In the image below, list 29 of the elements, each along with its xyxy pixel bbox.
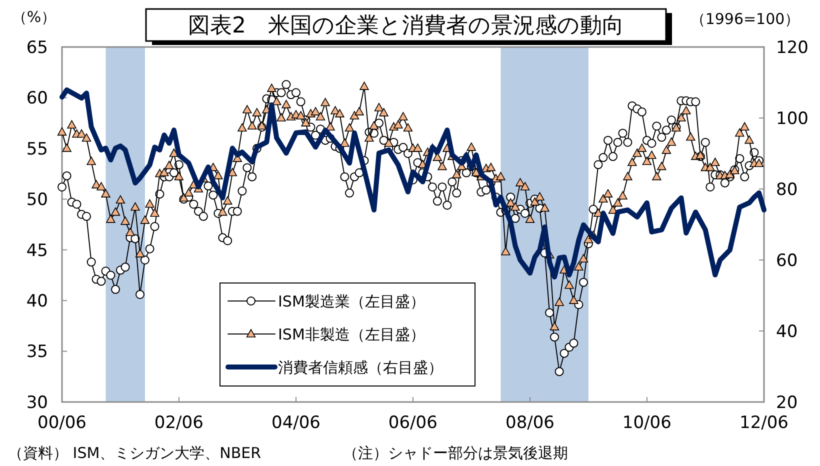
y2-tick-label: 20 (776, 392, 798, 413)
y2-axis-title: （1996=100） (690, 10, 800, 28)
y-tick-label: 30 (26, 392, 48, 413)
chart-title: 図表2 米国の企業と消費者の景況感の動向 (188, 14, 624, 39)
legend-label: ISM製造業（左目盛） (278, 292, 425, 310)
y-tick-label: 35 (26, 342, 48, 362)
y2-tick-label: 40 (776, 322, 798, 342)
y-tick-label: 65 (26, 38, 48, 58)
y-tick-label: 40 (26, 292, 48, 312)
y2-tick-label: 120 (776, 38, 808, 58)
x-tick-label: 10/06 (622, 413, 672, 433)
y-tick-label: 50 (26, 190, 48, 210)
y-tick-label: 55 (26, 139, 48, 160)
y-tick-label: 45 (26, 240, 48, 261)
y2-tick-label: 80 (776, 180, 798, 200)
x-tick-label: 08/06 (506, 413, 554, 433)
text: （注）シャドー部分は景気後退期 (343, 444, 568, 462)
x-tick-label: 00/06 (38, 413, 86, 433)
y-axis-title: （%） (12, 8, 56, 26)
legend-label: ISM非製造（左目盛） (278, 325, 425, 344)
y2-tick-label: 60 (776, 250, 798, 271)
x-tick-label: 04/06 (272, 413, 320, 433)
y-tick-label: 60 (26, 88, 48, 109)
x-tick-label: 06/06 (388, 413, 438, 433)
y2-tick-label: 100 (776, 108, 808, 129)
legend-label: 消費者信頼感（右目盛） (278, 358, 443, 376)
x-tick-label: 02/06 (154, 413, 204, 433)
x-tick-label: 12/06 (740, 413, 788, 433)
text: （資料） ISM、ミシガン大学、NBER (8, 444, 262, 462)
